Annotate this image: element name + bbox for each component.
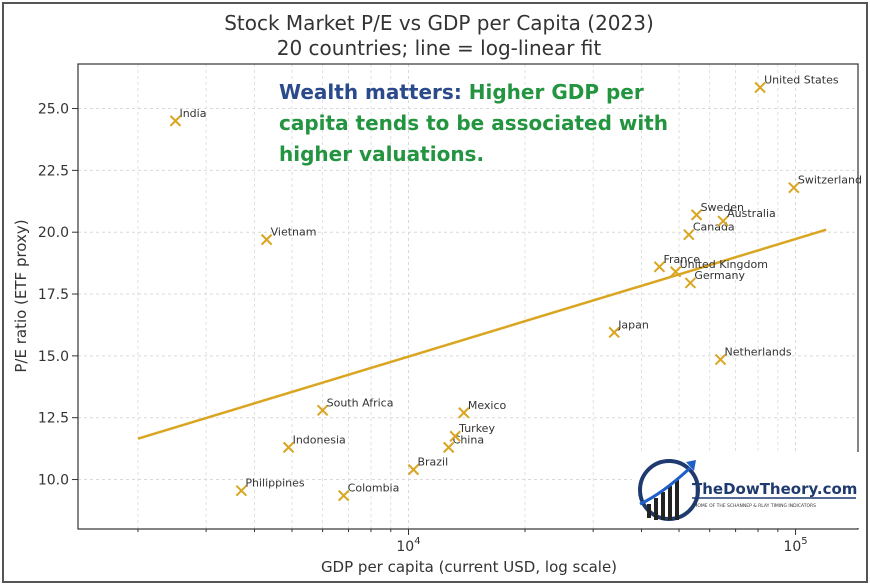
y-axis-ticks: 10.0 12.5 15.0 17.5 20.0 22.5 25.0	[38, 102, 78, 489]
x-axis-ticks: 104 105	[137, 529, 808, 555]
point-marker-stroke	[608, 326, 620, 339]
data-point-japan: Japan	[608, 318, 649, 339]
data-point-sweden: Sweden	[690, 201, 744, 221]
point-marker-stroke	[754, 81, 766, 94]
annotation-line-2: capita tends to be associated with	[279, 111, 668, 135]
point-label: Mexico	[468, 399, 507, 412]
y-tick-label: 10.0	[38, 473, 69, 489]
watermark-brand: TheDowTheory.com	[692, 480, 857, 498]
data-point-united-states: United States	[754, 73, 839, 94]
point-marker-stroke	[690, 209, 703, 221]
annotation-line-3: higher valuations.	[279, 142, 484, 166]
point-label: Netherlands	[725, 346, 792, 359]
point-label: Indonesia	[293, 433, 346, 446]
point-label: Turkey	[458, 422, 495, 435]
fit-line	[137, 228, 827, 440]
point-marker-stroke	[316, 404, 329, 416]
y-axis-label: P/E ratio (ETF proxy)	[12, 219, 30, 372]
point-marker-stroke	[337, 489, 350, 502]
data-point-india: India	[169, 107, 206, 127]
data-point-brazil: Brazil	[407, 456, 448, 476]
point-label: Switzerland	[798, 174, 862, 187]
y-tick-label: 15.0	[38, 349, 69, 365]
data-point-germany: Germany	[684, 269, 745, 289]
point-label: Germany	[694, 269, 745, 282]
data-point-south-africa: South Africa	[316, 396, 394, 416]
point-label: Philippines	[245, 477, 305, 490]
point-label: Brazil	[417, 456, 448, 469]
point-label: Japan	[617, 318, 649, 331]
chart-title: Stock Market P/E vs GDP per Capita (2023…	[224, 11, 654, 35]
point-marker-stroke	[442, 441, 455, 454]
x-tick-label-exponent: 4	[414, 536, 420, 547]
data-point-canada: Canada	[683, 221, 735, 241]
watermark-tagline: HOME OF THE SCHANNEP & RLAY TIMING INDIC…	[694, 503, 816, 509]
watermark-logo: TheDowTheory.com HOME OF THE SCHANNEP & …	[632, 452, 860, 528]
point-label: India	[179, 107, 206, 120]
point-marker-stroke	[788, 181, 800, 194]
x-tick-label-base: 10	[783, 539, 801, 555]
data-point-indonesia: Indonesia	[282, 433, 346, 454]
data-point-australia: Australia	[717, 207, 776, 227]
data-points: India Vietnam Philippines Indonesia South Af…	[169, 73, 862, 502]
chart-subtitle: 20 countries; line = log-linear fit	[277, 36, 602, 60]
annotation-line-1-rest: Higher GDP per	[462, 80, 644, 104]
point-marker-stroke	[669, 266, 682, 278]
point-label: Vietnam	[271, 226, 317, 239]
point-label: Sweden	[701, 201, 744, 214]
x-tick-label-base: 10	[396, 539, 414, 555]
data-point-switzerland: Switzerland	[788, 174, 862, 194]
fit-line-group	[137, 228, 827, 440]
point-label: South Africa	[327, 396, 394, 409]
point-marker-stroke	[449, 430, 461, 442]
y-tick-label: 17.5	[38, 287, 69, 303]
data-point-china: China	[442, 433, 484, 454]
point-marker-stroke	[653, 261, 666, 273]
point-marker-stroke	[683, 228, 695, 241]
data-point-france: France	[653, 253, 700, 273]
point-marker-stroke	[169, 115, 182, 127]
data-point-philippines: Philippines	[235, 477, 305, 497]
point-label: Colombia	[348, 482, 400, 495]
data-point-colombia: Colombia	[337, 482, 400, 502]
point-marker-stroke	[282, 441, 295, 454]
y-tick-label: 20.0	[38, 225, 69, 241]
data-point-turkey: Turkey	[449, 422, 495, 442]
point-label: France	[663, 253, 700, 266]
point-marker-stroke	[717, 215, 729, 227]
point-marker-stroke	[714, 353, 727, 366]
point-label: China	[453, 433, 484, 446]
annotation-lead: Wealth matters:	[279, 80, 462, 104]
point-label: Australia	[727, 207, 776, 220]
data-point-united-kingdom: United Kingdom	[669, 258, 768, 278]
y-tick-label: 12.5	[38, 411, 69, 427]
point-marker-stroke	[684, 277, 697, 289]
data-point-netherlands: Netherlands	[714, 346, 792, 366]
point-marker-stroke	[458, 407, 470, 419]
point-marker-stroke	[407, 463, 420, 476]
plot-area-border	[77, 63, 859, 530]
annotation-line-1: Wealth matters: Higher GDP per	[279, 80, 644, 104]
y-tick-label: 25.0	[38, 102, 69, 118]
scatter-chart: Stock Market P/E vs GDP per Capita (2023…	[12, 11, 862, 576]
logo-emblem-icon	[638, 459, 700, 521]
point-marker-stroke	[260, 233, 273, 246]
x-tick-label: 105	[783, 536, 807, 555]
point-label: United States	[764, 73, 839, 86]
data-point-mexico: Mexico	[458, 399, 507, 419]
data-point-vietnam: Vietnam	[260, 226, 317, 246]
point-label: United Kingdom	[680, 258, 768, 271]
point-label: Canada	[693, 221, 735, 234]
x-axis-label: GDP per capita (current USD, log scale)	[321, 558, 617, 576]
y-tick-label: 22.5	[38, 163, 69, 179]
x-tick-label-exponent: 5	[801, 536, 807, 547]
point-marker-stroke	[235, 484, 248, 497]
x-tick-label: 104	[396, 536, 420, 555]
